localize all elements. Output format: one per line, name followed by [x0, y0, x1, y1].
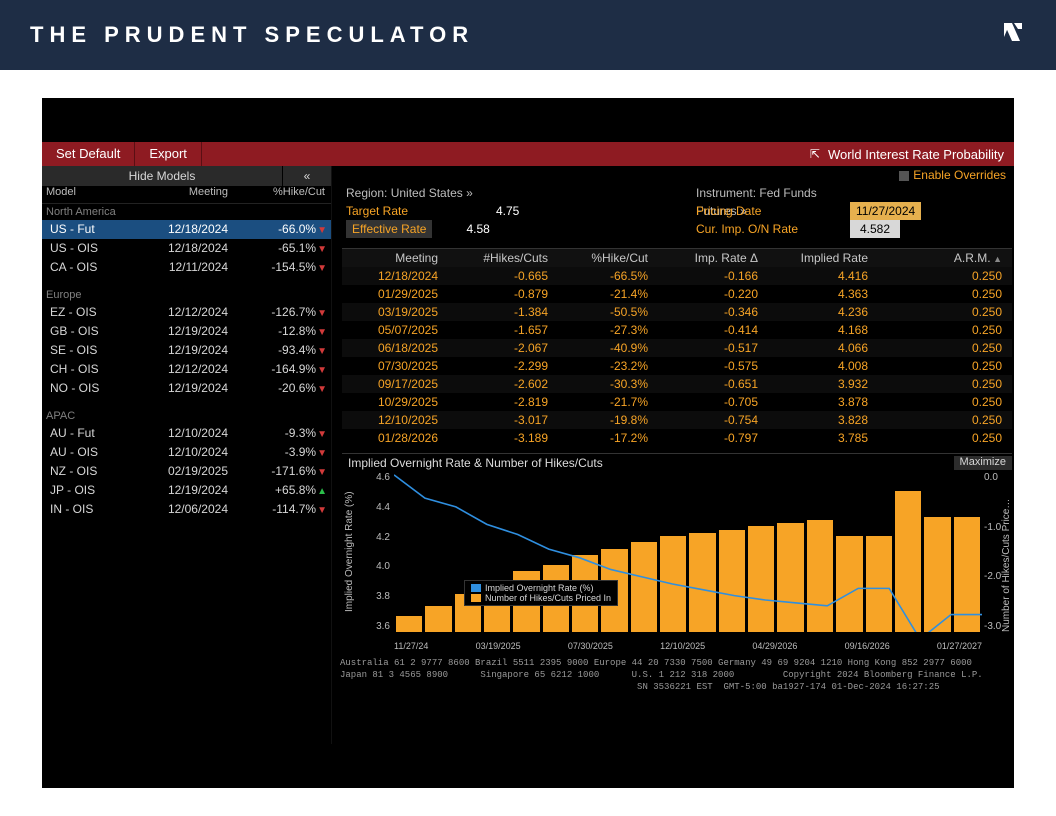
effective-rate-value: 4.58 [466, 220, 489, 238]
th-implied[interactable]: Implied Rate [758, 249, 868, 267]
target-rate-label: Target Rate [346, 202, 496, 220]
y-left-axis: 4.64.44.24.03.83.6 [358, 472, 390, 632]
model-row[interactable]: GB - OIS12/19/2024-12.8%▼ [42, 322, 331, 341]
pricing-date-label: Pricing Date [696, 202, 846, 220]
col-pct: %Hike/Cut [228, 186, 331, 203]
model-row[interactable]: CH - OIS12/12/2024-164.9%▼ [42, 360, 331, 379]
model-row[interactable]: US - Fut12/18/2024-66.0%▼ [42, 220, 331, 239]
toolbar: Set Default Export ⇱ World Interest Rate… [42, 142, 1014, 166]
y-right-axis-title: Number of Hikes/Cuts Price… [1001, 476, 1012, 632]
checkbox-icon[interactable] [899, 171, 909, 181]
table-row[interactable]: 06/18/2025-2.067-40.9%-0.5174.0660.250 [342, 339, 1012, 357]
chart-body: Implied Overnight Rate (%) 4.64.44.24.03… [394, 472, 982, 632]
model-row[interactable]: NZ - OIS02/19/2025-171.6%▼ [42, 462, 331, 481]
set-default-button[interactable]: Set Default [42, 142, 135, 166]
detail-panel: Enable Overrides Region: United States »… [332, 166, 1014, 744]
model-group: North America [42, 204, 331, 220]
th-delta[interactable]: Imp. Rate Δ [648, 249, 758, 267]
models-header: Model Meeting %Hike/Cut [42, 186, 331, 204]
table-row[interactable]: 12/18/2024-0.665-66.5%-0.1664.4160.250 [342, 267, 1012, 285]
terminal-window: Set Default Export ⇱ World Interest Rate… [42, 98, 1014, 788]
terminal-footer: Australia 61 2 9777 8600 Brazil 5511 239… [332, 653, 1014, 693]
y-left-axis-title: Implied Overnight Rate (%) [344, 482, 355, 622]
effective-rate-label: Effective Rate [346, 220, 432, 238]
table-row[interactable]: 03/19/2025-1.384-50.5%-0.3464.2360.250 [342, 303, 1012, 321]
legend-line-swatch [471, 584, 481, 592]
col-meeting: Meeting [128, 186, 228, 203]
screen-title: World Interest Rate Probability [828, 147, 1004, 162]
maximize-button[interactable]: Maximize [954, 456, 1012, 470]
target-rate-value: 4.75 [496, 202, 519, 220]
model-row[interactable]: AU - Fut12/10/2024-9.3%▼ [42, 424, 331, 443]
model-row[interactable]: US - OIS12/18/2024-65.1%▼ [42, 239, 331, 258]
chart: Implied Overnight Rate & Number of Hikes… [342, 453, 1012, 653]
model-row[interactable]: JP - OIS12/19/2024+65.8%▲ [42, 481, 331, 500]
table-row[interactable]: 10/29/2025-2.819-21.7%-0.7053.8780.250 [342, 393, 1012, 411]
table-row[interactable]: 12/10/2025-3.017-19.8%-0.7543.8280.250 [342, 411, 1012, 429]
cur-imp-value: 4.582 [850, 220, 900, 238]
cur-imp-label: Cur. Imp. O/N Rate [696, 220, 846, 238]
th-meeting[interactable]: Meeting [342, 249, 438, 267]
line-series [394, 472, 982, 632]
model-group: APAC [42, 408, 331, 424]
hide-models-button[interactable]: Hide Models [42, 166, 283, 186]
model-row[interactable]: IN - OIS12/06/2024-114.7%▼ [42, 500, 331, 519]
model-group: Europe [42, 287, 331, 303]
models-panel: Hide Models « Model Meeting %Hike/Cut No… [42, 166, 332, 744]
th-arm[interactable]: A.R.M. [868, 249, 1012, 267]
enable-overrides[interactable]: Enable Overrides [332, 166, 1014, 184]
model-row[interactable]: CA - OIS12/11/2024-154.5%▼ [42, 258, 331, 277]
col-model: Model [42, 186, 128, 203]
popout-icon[interactable]: ⇱ [810, 147, 820, 161]
legend-bar-swatch [471, 594, 481, 602]
table-header: Meeting #Hikes/Cuts %Hike/Cut Imp. Rate … [342, 249, 1012, 267]
models-list: North AmericaUS - Fut12/18/2024-66.0%▼US… [42, 204, 331, 529]
model-row[interactable]: EZ - OIS12/12/2024-126.7%▼ [42, 303, 331, 322]
export-button[interactable]: Export [135, 142, 202, 166]
brand-title: THE PRUDENT SPECULATOR [30, 22, 474, 48]
table-row[interactable]: 01/28/2026-3.189-17.2%-0.7973.7850.250 [342, 429, 1012, 447]
region-label[interactable]: Region: United States » [346, 184, 496, 202]
x-axis: 11/27/2403/19/202507/30/202512/10/202504… [394, 641, 982, 651]
meetings-table: Meeting #Hikes/Cuts %Hike/Cut Imp. Rate … [342, 248, 1012, 447]
pricing-date-value[interactable]: 11/27/2024 [850, 202, 921, 220]
th-hikes[interactable]: #Hikes/Cuts [438, 249, 548, 267]
model-row[interactable]: SE - OIS12/19/2024-93.4%▼ [42, 341, 331, 360]
instrument-label[interactable]: Instrument: Fed Funds Futures » [696, 184, 846, 202]
chart-legend: Implied Overnight Rate (%) Number of Hik… [464, 580, 618, 606]
table-row[interactable]: 07/30/2025-2.299-23.2%-0.5754.0080.250 [342, 357, 1012, 375]
chart-title: Implied Overnight Rate & Number of Hikes… [348, 456, 603, 470]
brand-logo-icon [1000, 19, 1026, 52]
table-row[interactable]: 09/17/2025-2.602-30.3%-0.6513.9320.250 [342, 375, 1012, 393]
table-row[interactable]: 05/07/2025-1.657-27.3%-0.4144.1680.250 [342, 321, 1012, 339]
model-row[interactable]: AU - OIS12/10/2024-3.9%▼ [42, 443, 331, 462]
table-row[interactable]: 01/29/2025-0.879-21.4%-0.2204.3630.250 [342, 285, 1012, 303]
collapse-button[interactable]: « [283, 166, 331, 186]
th-pct[interactable]: %Hike/Cut [548, 249, 648, 267]
page-header: THE PRUDENT SPECULATOR [0, 0, 1056, 70]
model-row[interactable]: NO - OIS12/19/2024-20.6%▼ [42, 379, 331, 398]
